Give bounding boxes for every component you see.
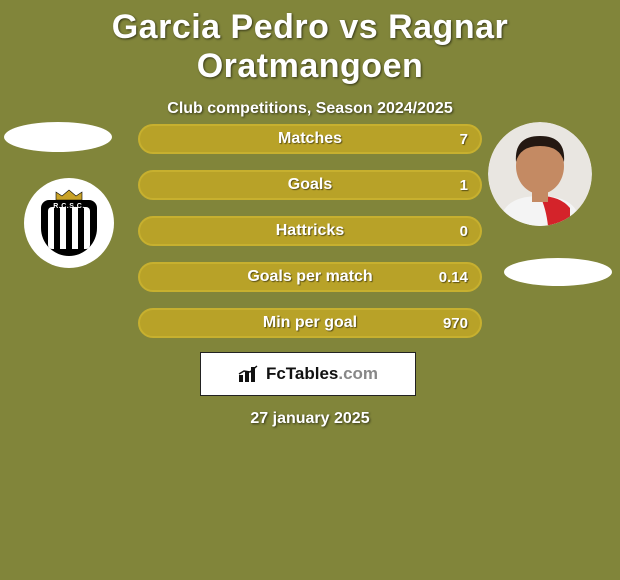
stat-value-right: 0.14 [439, 269, 468, 286]
stat-label: Matches [278, 130, 342, 148]
club-badge-text: R.C.S.C. [41, 203, 97, 210]
stat-label: Goals [288, 176, 332, 194]
stat-value-right: 970 [443, 315, 468, 332]
right-player-avatar [488, 122, 592, 226]
club-badge-icon: R.C.S.C. [41, 190, 97, 256]
left-player-blob [4, 122, 112, 152]
stat-row: Goals per match 0.14 [138, 262, 482, 292]
stat-row: Hattricks 0 [138, 216, 482, 246]
watermark-text: FcTables.com [266, 364, 378, 384]
date-text: 27 january 2025 [0, 410, 620, 428]
stat-row: Goals 1 [138, 170, 482, 200]
comparison-card: Garcia Pedro vs Ragnar Oratmangoen Club … [0, 0, 620, 580]
stat-label: Min per goal [263, 314, 357, 332]
stat-label: Hattricks [276, 222, 344, 240]
watermark[interactable]: FcTables.com [200, 352, 416, 396]
page-title: Garcia Pedro vs Ragnar Oratmangoen [0, 0, 620, 86]
crown-icon [54, 188, 84, 200]
stat-row: Min per goal 970 [138, 308, 482, 338]
stat-value-right: 0 [460, 223, 468, 240]
stat-value-right: 7 [460, 131, 468, 148]
watermark-brand: FcTables [266, 364, 338, 383]
subtitle: Club competitions, Season 2024/2025 [0, 100, 620, 118]
stat-label: Goals per match [247, 268, 372, 286]
bars-icon [238, 365, 260, 383]
stat-value-right: 1 [460, 177, 468, 194]
right-club-blob [504, 258, 612, 286]
left-club-badge: R.C.S.C. [24, 178, 114, 268]
watermark-suffix: .com [338, 364, 378, 383]
stats-panel: Matches 7 Goals 1 Hattricks 0 Goals per match 0… [138, 124, 482, 354]
stat-row: Matches 7 [138, 124, 482, 154]
avatar-icon [488, 122, 592, 226]
